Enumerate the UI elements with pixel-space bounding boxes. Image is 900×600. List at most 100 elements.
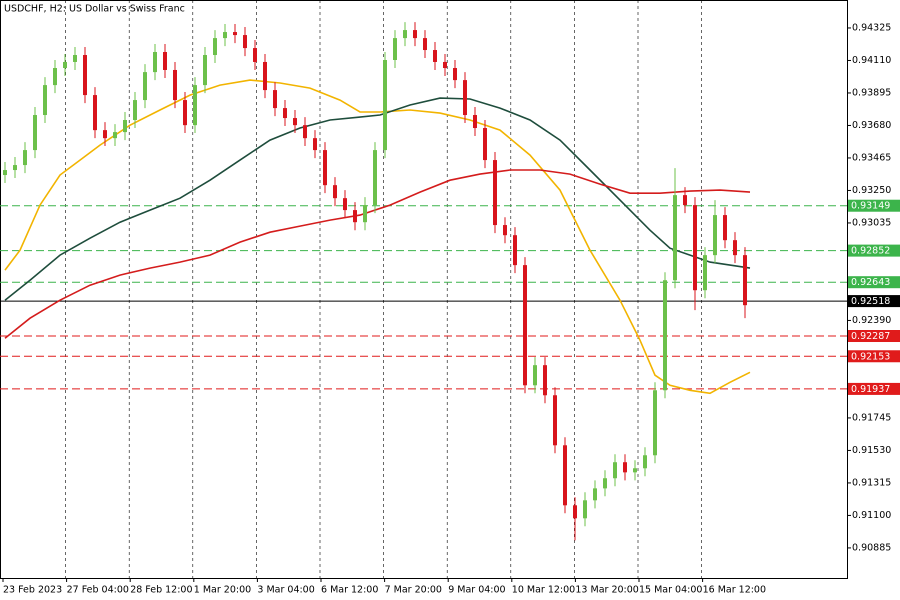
level-label: 0.92852 — [851, 246, 890, 257]
candle-body — [103, 130, 107, 139]
candle-body — [593, 488, 597, 501]
x-tick-label: 16 Mar 12:00 — [703, 585, 766, 596]
candle-body — [623, 462, 627, 473]
candle-body — [333, 185, 337, 199]
candle-body — [153, 51, 157, 73]
candle-body — [113, 132, 117, 139]
candle-body — [233, 32, 237, 36]
candle-body — [173, 69, 177, 101]
candle-body — [643, 455, 647, 469]
x-tick-label: 27 Feb 04:00 — [67, 585, 129, 596]
candle-body — [163, 51, 167, 70]
x-tick-label: 6 Mar 12:00 — [321, 585, 378, 596]
candle-body — [423, 38, 427, 51]
candle-body — [603, 478, 607, 489]
candle-body — [223, 32, 227, 39]
candle-body — [343, 198, 347, 211]
candle-body — [703, 255, 707, 291]
candle-body — [123, 120, 127, 133]
candle-body — [693, 205, 697, 291]
y-tick-label: 0.94325 — [852, 22, 891, 33]
candle-body — [303, 125, 307, 139]
y-tick-label: 0.93465 — [852, 152, 891, 163]
level-label-box — [848, 350, 900, 363]
candle-body — [533, 365, 537, 386]
candle-body — [483, 128, 487, 161]
plot-frame — [0, 0, 848, 579]
candle-body — [3, 170, 7, 176]
candle-body — [293, 118, 297, 126]
candle-body — [463, 80, 467, 116]
candle-body — [353, 210, 357, 223]
candle-body — [313, 138, 317, 151]
candle-body — [453, 68, 457, 81]
y-tick-label: 0.90885 — [852, 542, 891, 553]
candle-body — [403, 30, 407, 39]
candle-body — [633, 468, 637, 473]
candle-body — [73, 55, 77, 62]
y-tick-label: 0.91530 — [852, 445, 891, 456]
candle-body — [323, 150, 327, 186]
candle-body — [283, 108, 287, 119]
moving-average — [4, 79, 751, 395]
candle-body — [213, 38, 217, 56]
y-tick-label: 0.94110 — [852, 55, 891, 66]
candle-body — [273, 90, 277, 109]
candle-body — [33, 115, 37, 151]
candle-body — [133, 100, 137, 121]
candle-body — [583, 500, 587, 519]
y-tick-label: 0.91745 — [852, 412, 891, 423]
x-tick-label: 13 Mar 20:00 — [575, 585, 638, 596]
chart-title: USDCHF, H2: US Dollar vs Swiss Franc — [4, 4, 185, 15]
candle-body — [433, 50, 437, 62]
level-label: 0.92518 — [851, 296, 890, 307]
candle-body — [253, 48, 257, 62]
candle-body — [493, 160, 497, 226]
level-label: 0.91937 — [851, 384, 890, 395]
candle-body — [83, 55, 87, 96]
candle-body — [733, 240, 737, 256]
candle-body — [93, 95, 97, 131]
y-tick-label: 0.93250 — [852, 185, 891, 196]
candle-body — [243, 35, 247, 49]
candle-body — [573, 505, 577, 519]
candle-body — [743, 255, 747, 306]
x-tick-label: 10 Mar 12:00 — [512, 585, 575, 596]
candle-body — [443, 61, 447, 69]
level-label-box — [848, 276, 900, 289]
y-tick-label: 0.93680 — [852, 120, 891, 131]
candle-body — [183, 100, 187, 126]
moving-average — [4, 97, 751, 301]
candle-body — [673, 195, 677, 281]
level-label-box — [848, 382, 900, 395]
candle-body — [663, 280, 667, 391]
candle-body — [473, 115, 477, 129]
y-tick-label: 0.93895 — [852, 87, 891, 98]
candle-body — [513, 235, 517, 266]
level-label-box — [848, 330, 900, 343]
candle-body — [193, 85, 197, 126]
x-tick-label: 28 Feb 12:00 — [130, 585, 192, 596]
candle-body — [553, 395, 557, 446]
candle-body — [53, 68, 57, 86]
candle-body — [23, 150, 27, 166]
candle-body — [43, 85, 47, 116]
x-tick-label: 23 Feb 2023 — [3, 585, 62, 596]
x-tick-label: 15 Mar 04:00 — [639, 585, 702, 596]
candle-body — [143, 72, 147, 101]
candle-body — [523, 265, 527, 386]
candle-body — [563, 445, 567, 506]
level-label-box — [848, 295, 900, 308]
candle-body — [503, 225, 507, 236]
x-tick-label: 7 Mar 20:00 — [385, 585, 442, 596]
level-label: 0.92643 — [851, 277, 890, 288]
candle-body — [203, 55, 207, 86]
candle-body — [713, 215, 717, 256]
candle-body — [653, 390, 657, 456]
y-tick-label: 0.91100 — [852, 510, 891, 521]
x-tick-label: 3 Mar 04:00 — [257, 585, 314, 596]
candle-body — [13, 165, 17, 171]
level-label-box — [848, 244, 900, 257]
x-tick-label: 1 Mar 20:00 — [194, 585, 251, 596]
